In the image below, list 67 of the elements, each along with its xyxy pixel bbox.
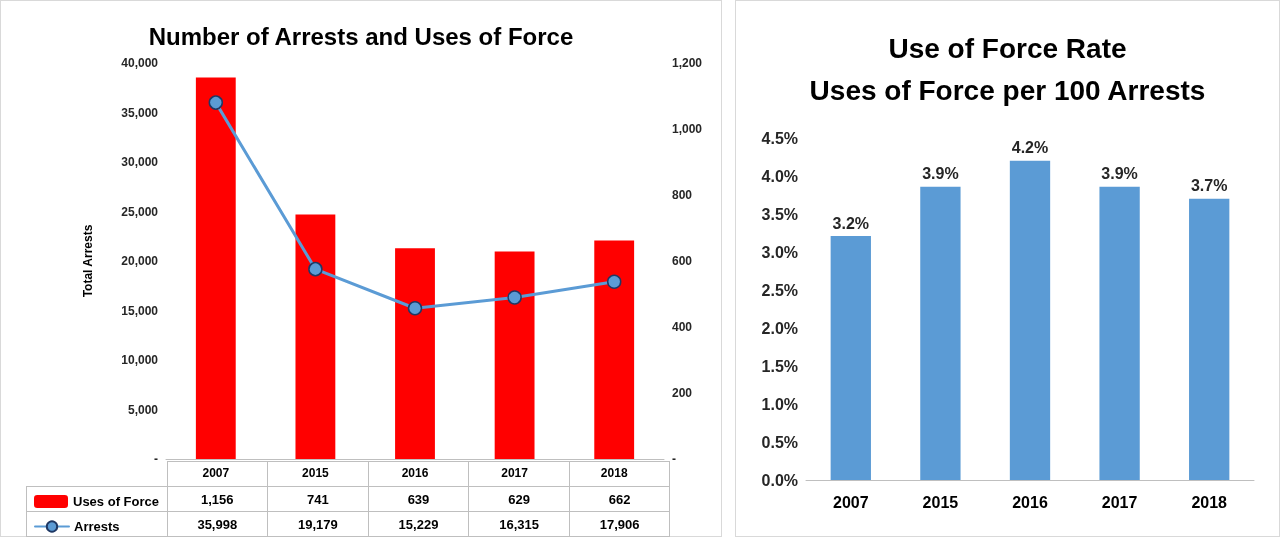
point [308, 261, 323, 277]
data-label: 19,179 [267, 511, 369, 537]
x-tick-label: 2016 [1012, 493, 1048, 511]
chart-title: Use of Force Rate [888, 32, 1127, 64]
data-label: 3.9% [922, 165, 959, 183]
y-tick-label: - [154, 452, 158, 466]
data-label: 35,998 [167, 511, 268, 537]
y2-tick-label: 1,200 [672, 56, 703, 70]
data-label: 741 [267, 486, 369, 512]
y2-tick-label: 1,000 [672, 122, 703, 136]
y-tick-label: 1.5% [761, 357, 798, 375]
chart-subtitle: Uses of Force per 100 Arrests [809, 74, 1206, 106]
point [606, 274, 622, 289]
x-tick-label: 2017 [501, 466, 529, 480]
y-tick-label: 1.0% [761, 395, 798, 413]
x-tick-label: 2015 [922, 493, 959, 511]
x-tick-label: 2017 [1101, 493, 1138, 511]
data-label: 17,906 [569, 511, 670, 537]
data-label: 3.7% [1190, 177, 1228, 195]
y-tick-label: 20,000 [121, 254, 159, 268]
point [407, 300, 423, 316]
y-tick-label: 40,000 [121, 56, 159, 70]
y2-tick-label: 600 [672, 254, 693, 268]
x-tick-label: 2018 [1191, 493, 1228, 511]
y-tick-label: 4.0% [761, 167, 798, 185]
y-tick-label: 3.0% [761, 243, 798, 261]
data-label: 3.2% [832, 214, 870, 232]
bar [295, 214, 336, 459]
y-tick-label: 30,000 [121, 155, 159, 169]
data-label: 3.9% [1101, 165, 1138, 183]
y-axis-title: Total Arrests [81, 224, 95, 298]
y-tick-label: 2.0% [761, 319, 798, 337]
x-tick-label: 2016 [401, 466, 429, 480]
y-tick-label: 0.0% [761, 471, 798, 489]
y-tick-label: 3.5% [761, 205, 798, 223]
x-tick-label: 2007 [202, 466, 230, 480]
point [208, 95, 224, 110]
y2-tick-label: 200 [672, 386, 693, 400]
y-tick-label: 2.5% [761, 281, 798, 299]
y-tick-label: 5,000 [127, 402, 159, 417]
y-tick-label: 15,000 [121, 303, 159, 318]
legend-label: Uses of Force [73, 494, 159, 509]
y-tick-label: 10,000 [121, 353, 159, 367]
x-tick-label: 2015 [302, 466, 330, 480]
point [507, 290, 522, 305]
data-label: 662 [569, 486, 670, 512]
data-label: 639 [368, 486, 469, 512]
x-tick-label: 2018 [600, 466, 628, 480]
bar [494, 251, 535, 459]
bar [395, 248, 435, 459]
y-tick-label: 4.5% [761, 129, 798, 147]
data-label: 15,229 [368, 511, 469, 537]
data-label: 629 [468, 486, 570, 512]
data-label: 16,315 [468, 511, 570, 537]
bar [195, 77, 236, 459]
y2-tick-label: - [672, 452, 676, 466]
chart-title: Number of Arrests and Uses of Force [148, 22, 574, 50]
bar [594, 240, 635, 459]
y-tick-label: 35,000 [121, 105, 159, 120]
y-tick-label: 0.5% [761, 433, 798, 451]
data-label: 1,156 [167, 486, 268, 512]
data-label: 4.2% [1011, 139, 1049, 157]
x-tick-label: 2007 [833, 493, 869, 511]
y-tick-label: 25,000 [121, 204, 159, 219]
y2-tick-label: 800 [672, 188, 693, 202]
y2-tick-label: 400 [672, 320, 693, 334]
legend-label: Arrests [74, 519, 120, 534]
